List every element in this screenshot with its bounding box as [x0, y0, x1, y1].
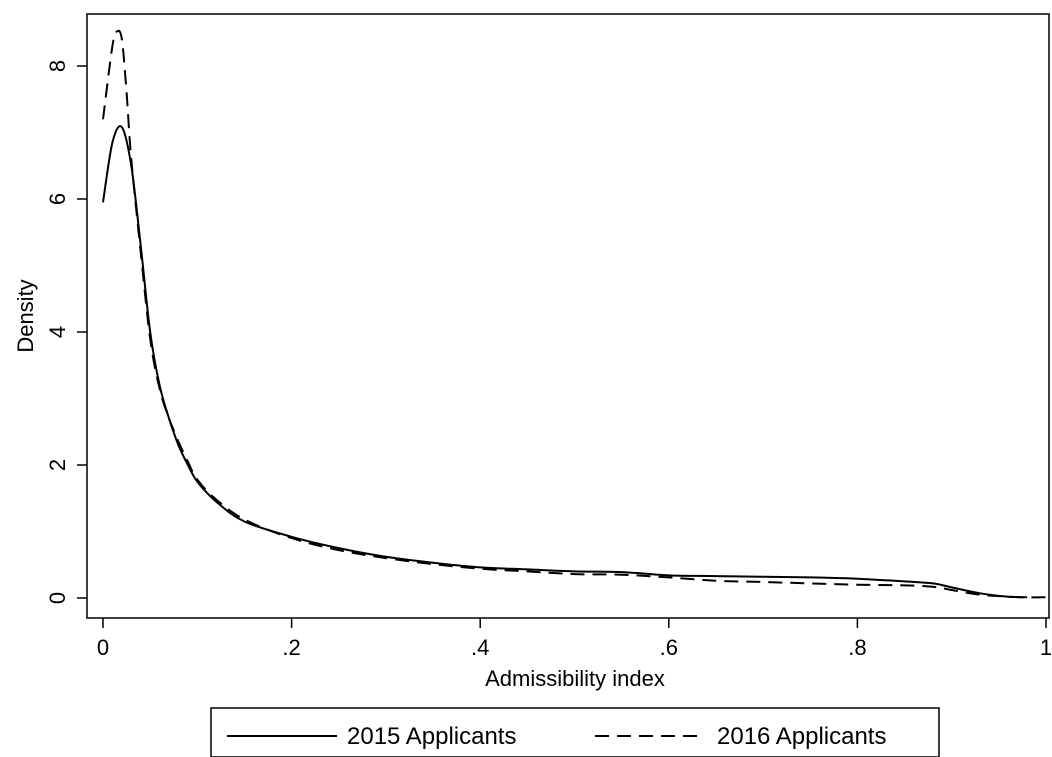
legend-box	[210, 707, 940, 757]
x-tick-label-4: .8	[848, 635, 866, 660]
x-tick-label-5: 1	[1040, 635, 1052, 660]
y-tick-label-1: 2	[45, 459, 70, 471]
x-tick-label-2: .4	[471, 635, 489, 660]
y-axis: 0 2 4 6 8	[45, 60, 87, 604]
x-axis-title: Admissibility index	[485, 666, 665, 691]
x-tick-label-0: 0	[97, 635, 109, 660]
plot-frame	[86, 13, 1050, 619]
series-line-2016	[102, 29, 1047, 599]
legend: 2015 Applicants 2016 Applicants	[210, 707, 940, 757]
x-tick-label-3: .6	[660, 635, 678, 660]
legend-label-2015: 2015 Applicants	[347, 723, 516, 750]
y-tick-label-4: 8	[45, 60, 70, 72]
x-axis: 0 .2 .4 .6 .8 1	[97, 618, 1052, 660]
series-line-2015	[102, 125, 1028, 599]
y-tick-label-2: 4	[45, 326, 70, 338]
series-layer	[102, 29, 1047, 599]
legend-label-2016: 2016 Applicants	[717, 723, 886, 750]
y-tick-label-0: 0	[45, 592, 70, 604]
y-axis-title: Density	[13, 279, 38, 352]
y-tick-label-3: 6	[45, 193, 70, 205]
x-tick-label-1: .2	[282, 635, 300, 660]
